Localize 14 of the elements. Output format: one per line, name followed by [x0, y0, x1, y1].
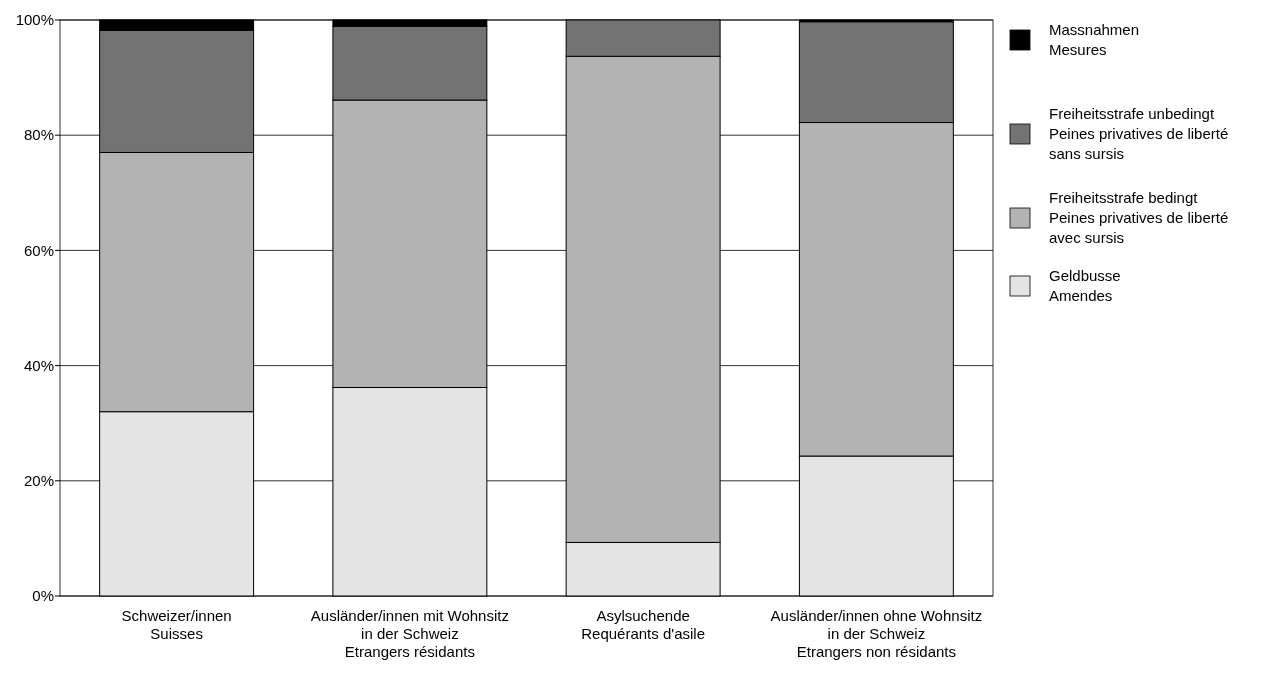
y-tick-label: 80% [23, 126, 54, 144]
x-tick-label: Ausländer/innen ohne Wohnsitz in der Schweiz Etrangers non résidants [770, 607, 983, 660]
x-tick-label: Ausländer/innen mit Wohnsitz in der Schweiz Etrangers résidants [310, 607, 509, 660]
legend-label: Massnahmen Mesures [1049, 21, 1140, 58]
legend-label: Freiheitsstrafe bedingt Peines privatives de liberté avec sursis [1049, 189, 1229, 246]
x-tick-label: Asylsuchende Requérants d'asile [581, 607, 706, 642]
y-tick-label: 40% [23, 356, 54, 374]
y-tick-label: 0% [32, 587, 54, 605]
y-tick-label: 20% [23, 472, 54, 490]
legend-label: Geldbusse Amendes [1049, 267, 1121, 304]
legend-label: Freiheitsstrafe unbedingt Peines privatives de liberté sans sursis [1049, 105, 1229, 162]
y-tick-label: 100% [15, 11, 54, 29]
y-tick-label: 60% [23, 241, 54, 259]
x-tick-label: Schweizer/innen Suisses [121, 607, 232, 642]
